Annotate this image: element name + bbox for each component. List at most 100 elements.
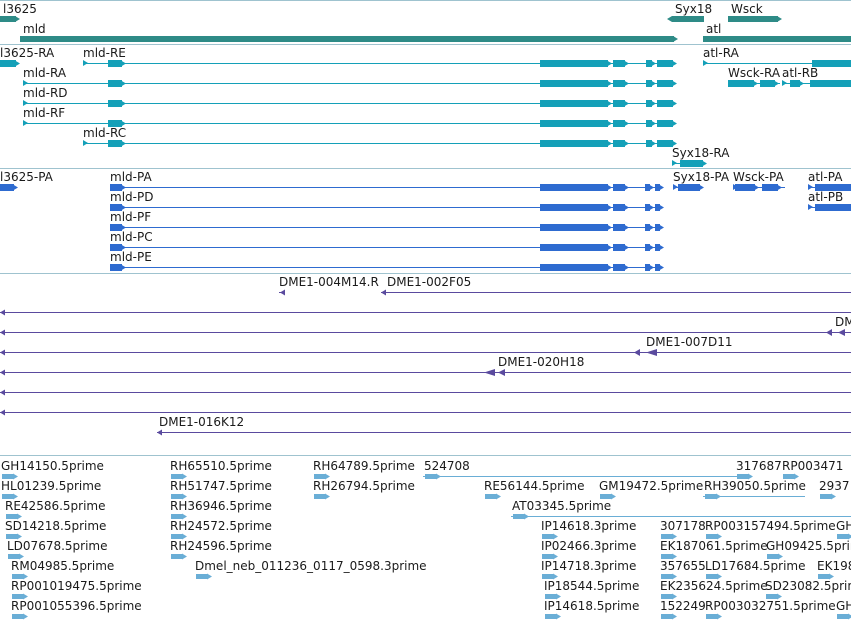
protein-exon-2-0[interactable] (110, 204, 122, 211)
est-block-0[interactable] (2, 474, 14, 479)
transcript-exon-arrow-2-0[interactable] (121, 80, 126, 87)
transcript-exon-arrow-5-0[interactable] (121, 140, 126, 147)
gene-bar-1[interactable] (20, 36, 674, 42)
protein-exon-1-1[interactable] (540, 184, 608, 191)
est-block-12[interactable] (820, 494, 832, 499)
est-block-1[interactable] (171, 474, 183, 479)
est-block-35[interactable] (661, 594, 673, 599)
est-arrow-12[interactable] (831, 493, 836, 500)
est-block-4[interactable] (737, 474, 749, 479)
est-arrow-35[interactable] (672, 593, 677, 600)
clone-arrow-4[interactable] (0, 349, 5, 356)
est-arrow-29[interactable] (553, 573, 558, 580)
protein-exon-arrow-5-4[interactable] (659, 264, 664, 271)
protein-exon-2-2[interactable] (613, 204, 625, 211)
protein-exon-arrow-2-2[interactable] (624, 204, 629, 211)
clone-mark-5-0[interactable] (484, 369, 495, 376)
est-arrow-1[interactable] (182, 473, 187, 480)
gene-bar-4[interactable] (703, 36, 851, 42)
protein-exon-5-1[interactable] (540, 264, 608, 271)
est-block-14[interactable] (171, 514, 183, 519)
protein-exon-3-3[interactable] (645, 224, 650, 231)
transcript-exon-arrow-3-0[interactable] (121, 100, 126, 107)
est-arrow-34[interactable] (556, 593, 561, 600)
est-arrow-40[interactable] (717, 613, 722, 620)
protein-start-arrow-6[interactable] (673, 184, 678, 190)
est-arrow-7[interactable] (182, 493, 187, 500)
est-arrow-41[interactable] (848, 613, 851, 620)
protein-exon-6-0[interactable] (678, 184, 700, 191)
protein-exon-arrow-2-0[interactable] (121, 204, 126, 211)
protein-exon-4-3[interactable] (645, 244, 650, 251)
protein-exon-2-4[interactable] (655, 204, 660, 211)
est-arrow-13[interactable] (17, 513, 22, 520)
transcript-exon-arrow-5-2[interactable] (624, 140, 629, 147)
protein-exon-arrow-3-4[interactable] (659, 224, 664, 231)
protein-exon-arrow-1-2[interactable] (624, 184, 629, 191)
protein-exon-1-3[interactable] (645, 184, 650, 191)
est-arrow-32[interactable] (829, 573, 834, 580)
transcript-start-arrow-4[interactable] (23, 120, 28, 126)
transcript-exon-7-1[interactable] (760, 80, 775, 87)
protein-exon-arrow-5-3[interactable] (649, 264, 654, 271)
est-arrow-21[interactable] (848, 533, 851, 540)
protein-exon-arrow-1-4[interactable] (659, 184, 664, 191)
est-block-20[interactable] (706, 534, 718, 539)
est-block-25[interactable] (661, 554, 673, 559)
est-arrow-19[interactable] (672, 533, 677, 540)
est-block-29[interactable] (542, 574, 554, 579)
protein-exon-arrow-5-1[interactable] (607, 264, 612, 271)
protein-exon-arrow-0-0[interactable] (13, 184, 18, 191)
est-block-38[interactable] (545, 614, 557, 619)
transcript-exon-9-0[interactable] (680, 160, 703, 167)
transcript-exon-arrow-1-2[interactable] (624, 60, 629, 67)
transcript-exon-arrow-4-1[interactable] (607, 120, 612, 127)
est-block-28[interactable] (196, 574, 208, 579)
est-arrow-31[interactable] (717, 573, 722, 580)
est-block-10[interactable] (600, 494, 612, 499)
transcript-start-arrow-6[interactable] (703, 60, 708, 66)
est-block-23[interactable] (171, 554, 183, 559)
transcript-exon-arrow-5-1[interactable] (607, 140, 612, 147)
est-block-36[interactable] (766, 594, 778, 599)
est-arrow-9[interactable] (496, 493, 501, 500)
transcript-exon-3-3[interactable] (646, 100, 652, 107)
est-arrow-37[interactable] (23, 613, 28, 620)
protein-start-arrow-8[interactable] (808, 184, 813, 190)
transcript-exon-arrow-3-4[interactable] (672, 100, 677, 107)
protein-exon-1-4[interactable] (655, 184, 660, 191)
protein-exon-arrow-3-1[interactable] (607, 224, 612, 231)
gene-bar-3[interactable] (728, 16, 778, 22)
est-block-30[interactable] (661, 574, 673, 579)
protein-exon-4-4[interactable] (655, 244, 660, 251)
est-block-19[interactable] (661, 534, 673, 539)
est-arrow-17[interactable] (182, 533, 187, 540)
protein-exon-arrow-4-4[interactable] (659, 244, 664, 251)
gene-arrow-2[interactable] (667, 16, 672, 22)
clone-arrow-0[interactable] (280, 289, 285, 296)
gene-arrow-1[interactable] (673, 36, 678, 42)
transcript-exon-2-0[interactable] (108, 80, 122, 87)
est-block-18[interactable] (542, 534, 554, 539)
protein-exon-arrow-4-2[interactable] (624, 244, 629, 251)
est-block-17[interactable] (171, 534, 183, 539)
clone-arrow-7[interactable] (0, 409, 5, 416)
transcript-exon-arrow-2-4[interactable] (672, 80, 677, 87)
transcript-exon-5-4[interactable] (657, 140, 673, 147)
transcript-exon-arrow-5-4[interactable] (672, 140, 677, 147)
protein-exon-5-3[interactable] (645, 264, 650, 271)
transcript-exon-arrow-1-0[interactable] (121, 60, 126, 67)
gene-bar-2[interactable] (672, 16, 704, 22)
est-block-33[interactable] (12, 594, 24, 599)
transcript-exon-5-2[interactable] (613, 140, 625, 147)
clone-mark-5-1[interactable] (498, 369, 505, 376)
protein-exon-7-0[interactable] (735, 184, 755, 191)
est-block-7[interactable] (171, 494, 183, 499)
transcript-exon-4-1[interactable] (540, 120, 608, 127)
transcript-exon-arrow-4-0[interactable] (121, 120, 126, 127)
protein-exon-7-1[interactable] (762, 184, 778, 191)
transcript-exon-4-0[interactable] (108, 120, 122, 127)
est-block-2[interactable] (314, 474, 326, 479)
transcript-exon-8-1[interactable] (810, 80, 851, 87)
transcript-exon-arrow-3-1[interactable] (607, 100, 612, 107)
